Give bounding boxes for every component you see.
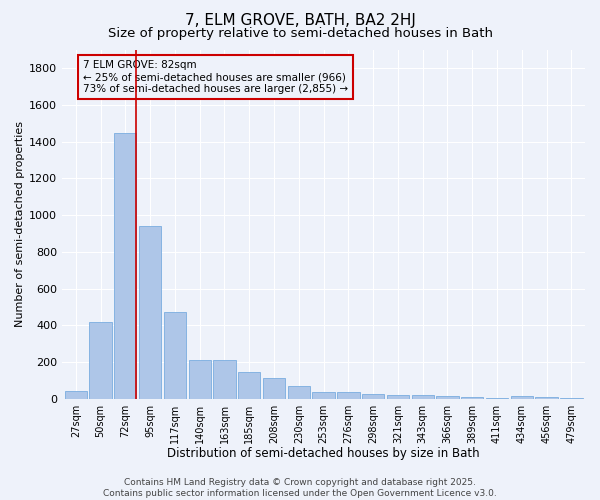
Text: 7, ELM GROVE, BATH, BA2 2HJ: 7, ELM GROVE, BATH, BA2 2HJ	[185, 12, 415, 28]
Text: Contains HM Land Registry data © Crown copyright and database right 2025.
Contai: Contains HM Land Registry data © Crown c…	[103, 478, 497, 498]
Bar	[89, 322, 112, 398]
Bar	[337, 392, 359, 398]
Y-axis label: Number of semi-detached properties: Number of semi-detached properties	[15, 122, 25, 328]
Bar	[214, 360, 236, 399]
Bar	[287, 386, 310, 398]
Bar	[139, 226, 161, 398]
Bar	[313, 392, 335, 398]
Bar	[263, 378, 285, 398]
X-axis label: Distribution of semi-detached houses by size in Bath: Distribution of semi-detached houses by …	[167, 447, 480, 460]
Bar	[188, 360, 211, 399]
Bar	[535, 397, 558, 398]
Bar	[511, 396, 533, 398]
Text: 7 ELM GROVE: 82sqm
← 25% of semi-detached houses are smaller (966)
73% of semi-d: 7 ELM GROVE: 82sqm ← 25% of semi-detache…	[83, 60, 348, 94]
Bar	[362, 394, 384, 398]
Bar	[387, 395, 409, 398]
Text: Size of property relative to semi-detached houses in Bath: Size of property relative to semi-detach…	[107, 28, 493, 40]
Bar	[65, 392, 87, 398]
Bar	[114, 132, 136, 398]
Bar	[412, 396, 434, 398]
Bar	[436, 396, 458, 398]
Bar	[164, 312, 186, 398]
Bar	[238, 372, 260, 398]
Bar	[461, 397, 484, 398]
